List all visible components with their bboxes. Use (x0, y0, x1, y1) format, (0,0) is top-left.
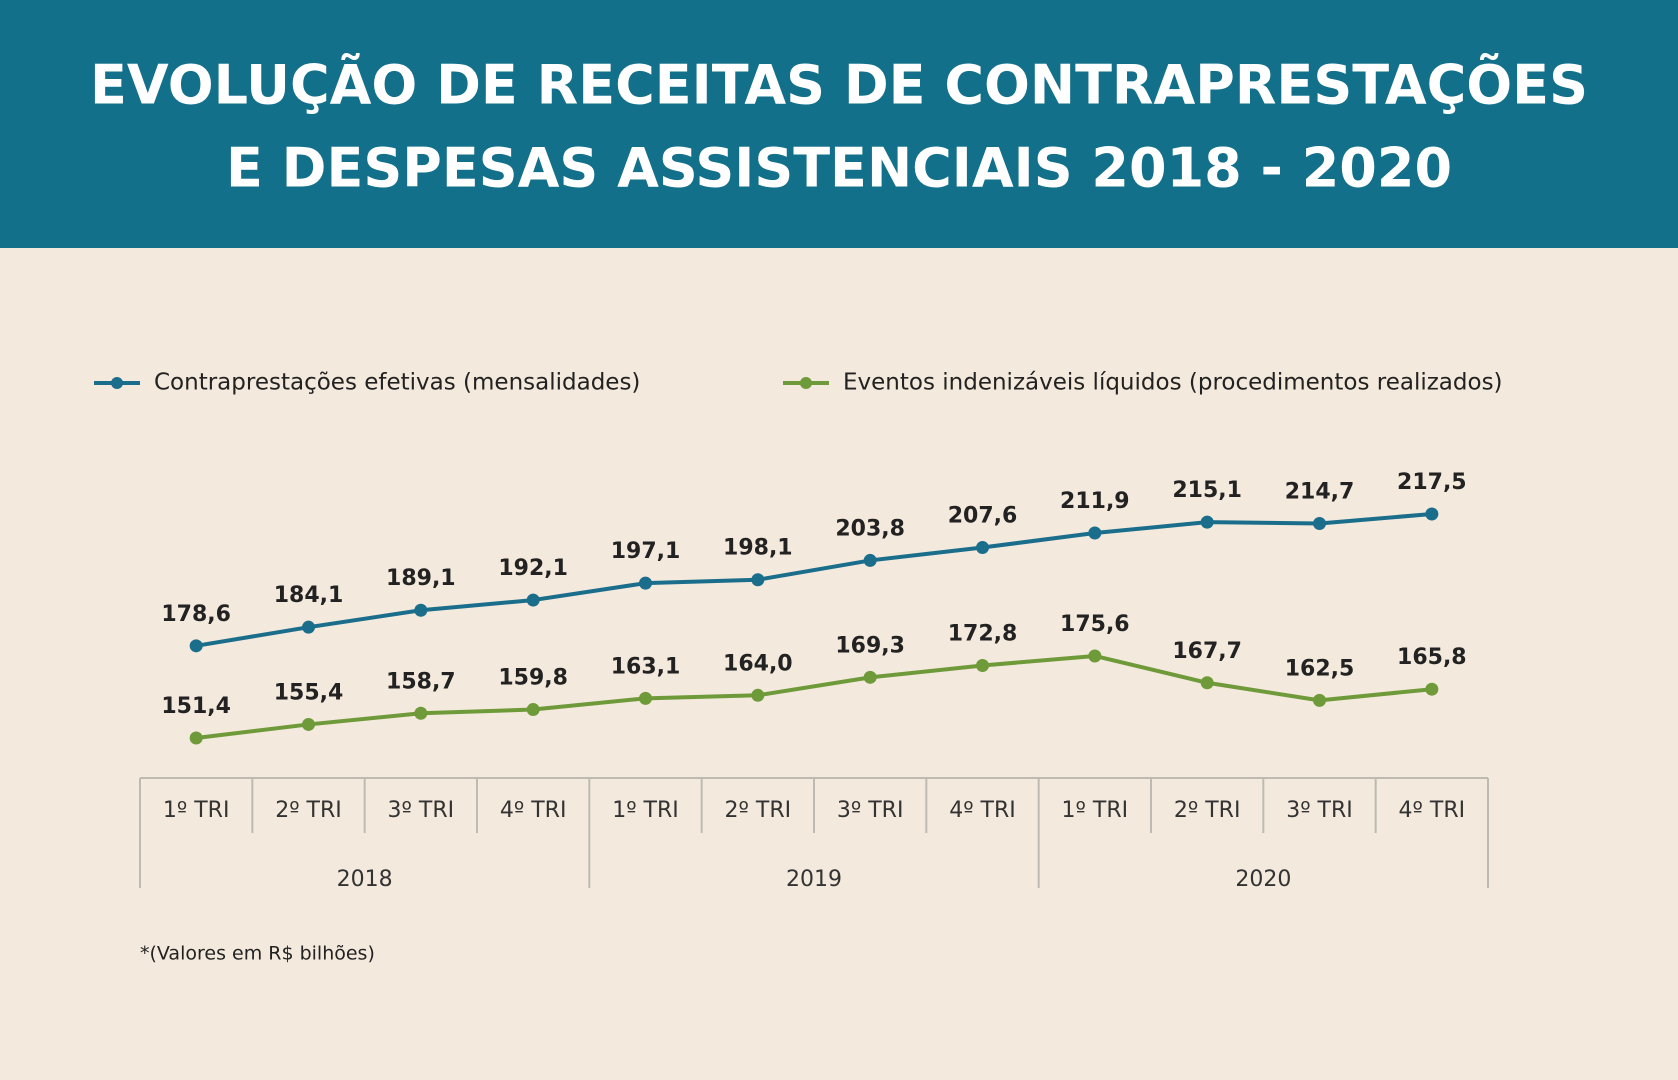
data-point (526, 703, 540, 717)
data-label: 214,7 (1285, 479, 1355, 504)
legend-label: Contraprestações efetivas (mensalidades) (154, 370, 640, 396)
data-point (302, 717, 315, 731)
x-tick-label: 3º TRI (837, 798, 904, 823)
data-point (1088, 649, 1102, 663)
group-label: 2020 (1235, 867, 1291, 892)
legend-marker (111, 377, 123, 389)
x-tick-label: 3º TRI (388, 798, 455, 823)
x-tick-label: 3º TRI (1286, 798, 1353, 823)
data-point (189, 731, 203, 745)
x-tick-label: 4º TRI (500, 798, 567, 823)
data-label: 155,4 (274, 680, 344, 705)
data-point (751, 573, 765, 587)
data-point (1425, 682, 1439, 696)
data-point (526, 593, 540, 607)
group-label: 2018 (337, 867, 393, 892)
x-tick-label: 2º TRI (1174, 798, 1241, 823)
x-tick-label: 1º TRI (612, 798, 679, 823)
data-label: 197,1 (611, 539, 681, 564)
header-band (0, 0, 1678, 248)
chart-title: EVOLUÇÃO DE RECEITAS DE CONTRAPRESTAÇÕES (90, 54, 1588, 117)
data-point (1200, 676, 1214, 690)
data-point (976, 541, 989, 555)
data-point (1200, 515, 1214, 529)
data-label: 151,4 (161, 694, 231, 719)
data-point (639, 576, 652, 590)
x-tick-label: 1º TRI (163, 798, 230, 823)
legend-marker (800, 377, 812, 389)
data-label: 164,0 (723, 651, 793, 676)
data-point (414, 706, 428, 720)
data-point (414, 603, 428, 617)
data-label: 169,3 (835, 633, 905, 658)
data-label: 159,8 (498, 666, 568, 691)
data-point (751, 688, 765, 702)
data-label: 158,7 (386, 669, 456, 694)
data-point (302, 620, 315, 634)
chart-title: E DESPESAS ASSISTENCIAIS 2018 - 2020 (226, 137, 1452, 200)
data-label: 215,1 (1172, 478, 1242, 503)
x-tick-label: 2º TRI (275, 798, 342, 823)
data-label: 165,8 (1397, 645, 1467, 670)
data-point (1425, 507, 1439, 521)
data-point (863, 553, 877, 567)
data-point (863, 670, 877, 684)
group-label: 2019 (786, 867, 842, 892)
data-point (189, 639, 203, 653)
data-point (1088, 526, 1102, 540)
data-label: 162,5 (1285, 656, 1355, 681)
data-label: 192,1 (498, 556, 568, 581)
x-tick-label: 2º TRI (725, 798, 792, 823)
x-tick-label: 4º TRI (949, 798, 1016, 823)
data-point (639, 691, 652, 705)
data-label: 172,8 (948, 621, 1018, 646)
data-label: 211,9 (1060, 489, 1130, 514)
data-point (1313, 516, 1326, 530)
legend-label: Eventos indenizáveis líquidos (procedime… (843, 370, 1503, 396)
data-label: 184,1 (274, 583, 344, 608)
note: *(Valores em R$ bilhões) (140, 943, 375, 965)
data-point (976, 658, 989, 672)
series-line (195, 653, 1433, 740)
data-label: 178,6 (161, 602, 231, 627)
data-point (1313, 693, 1326, 707)
x-tick-label: 1º TRI (1062, 798, 1129, 823)
data-label: 189,1 (386, 566, 456, 591)
series-line (195, 512, 1432, 648)
data-label: 167,7 (1172, 639, 1242, 664)
data-label: 207,6 (948, 504, 1018, 529)
data-label: 203,8 (835, 516, 905, 541)
data-label: 198,1 (723, 536, 793, 561)
data-label: 163,1 (611, 654, 681, 679)
data-label: 175,6 (1060, 612, 1130, 637)
x-tick-label: 4º TRI (1399, 798, 1466, 823)
data-label: 217,5 (1397, 470, 1467, 495)
